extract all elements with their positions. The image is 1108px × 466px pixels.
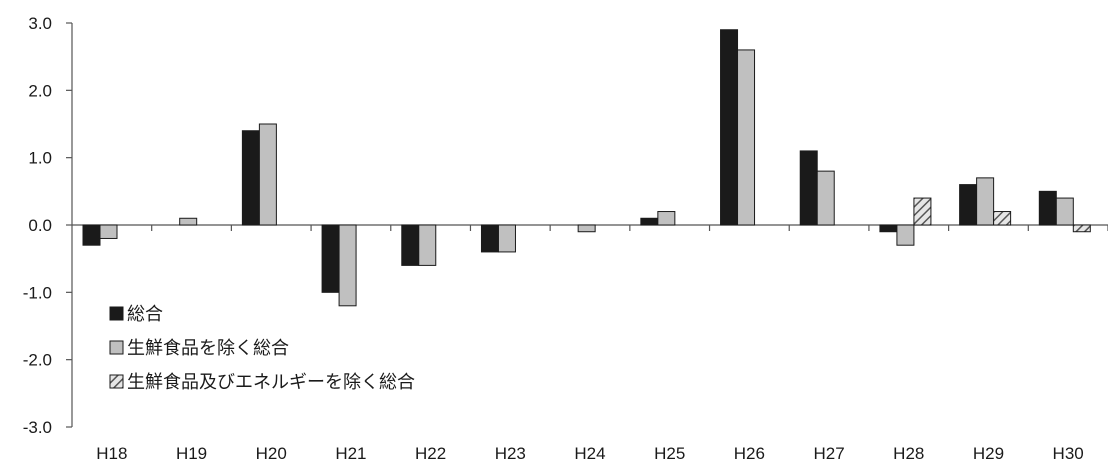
bar-2-H28 bbox=[896, 224, 915, 246]
bar-2-H25 bbox=[657, 211, 676, 226]
bar-2-H23 bbox=[497, 224, 516, 253]
bar-1-H20 bbox=[241, 130, 260, 226]
x-tick-label: H21 bbox=[335, 444, 366, 463]
bar-1-H30 bbox=[1038, 190, 1057, 226]
bar-2-H18 bbox=[99, 224, 118, 239]
bar-1-H27 bbox=[799, 150, 818, 226]
y-tick-label: 2.0 bbox=[28, 81, 52, 100]
bar-2-H20 bbox=[258, 123, 277, 226]
x-tick-label: H20 bbox=[256, 444, 287, 463]
y-tick-label: 3.0 bbox=[28, 14, 52, 33]
plot-area: 3.0 2.0 1.0 0.0 -1.0 -2.0 -3.0 H18 H19 H20 H21 H22 H… bbox=[23, 14, 1108, 463]
bar-2-H24 bbox=[577, 224, 596, 233]
bar-2-H30 bbox=[1055, 197, 1074, 226]
y-tick-label: -2.0 bbox=[23, 351, 52, 370]
bar-1-H26 bbox=[720, 29, 739, 226]
x-tick-label: H28 bbox=[893, 444, 924, 463]
bar-1-H21 bbox=[321, 224, 340, 293]
legend-swatch-1 bbox=[109, 306, 124, 321]
legend-swatch-2 bbox=[109, 340, 124, 355]
bar-2-H19 bbox=[179, 217, 198, 226]
bar-1-H23 bbox=[480, 224, 499, 253]
x-tick-label: H24 bbox=[574, 444, 605, 463]
y-tick-label: -3.0 bbox=[23, 418, 52, 437]
bar-3-H29 bbox=[993, 211, 1012, 226]
bar-1-H18 bbox=[82, 224, 101, 246]
bar-2-H22 bbox=[418, 224, 437, 266]
y-tick-label: 0.0 bbox=[28, 216, 52, 235]
legend-label-1: 総合 bbox=[127, 304, 163, 325]
x-tick-label: H25 bbox=[654, 444, 685, 463]
legend-label-2: 生鮮食品を除く総合 bbox=[127, 338, 289, 359]
bar-2-H21 bbox=[338, 224, 357, 307]
x-tick-label: H18 bbox=[96, 444, 127, 463]
bar-1-H28 bbox=[879, 224, 898, 233]
bar-1-H22 bbox=[401, 224, 420, 266]
bar-3-H30 bbox=[1072, 224, 1091, 233]
bar-1-H25 bbox=[640, 217, 659, 226]
x-tick-label: H27 bbox=[813, 444, 844, 463]
legend-label-3: 生鮮食品及びエネルギーを除く総合 bbox=[127, 372, 415, 393]
legend-swatch-3 bbox=[109, 374, 124, 389]
x-tick-label: H29 bbox=[973, 444, 1004, 463]
x-tick-label: H26 bbox=[734, 444, 765, 463]
bar-2-H26 bbox=[737, 49, 756, 226]
y-tick-label: -1.0 bbox=[23, 283, 52, 302]
y-tick-label: 1.0 bbox=[28, 149, 52, 168]
x-tick-label: H30 bbox=[1053, 444, 1084, 463]
x-tick-label: H22 bbox=[415, 444, 446, 463]
bar-2-H27 bbox=[816, 170, 835, 226]
x-tick-label: H23 bbox=[495, 444, 526, 463]
bar-2-H29 bbox=[976, 177, 995, 226]
bar-1-H29 bbox=[959, 184, 978, 226]
bar-3-H28 bbox=[913, 197, 932, 226]
x-tick-label: H19 bbox=[176, 444, 207, 463]
